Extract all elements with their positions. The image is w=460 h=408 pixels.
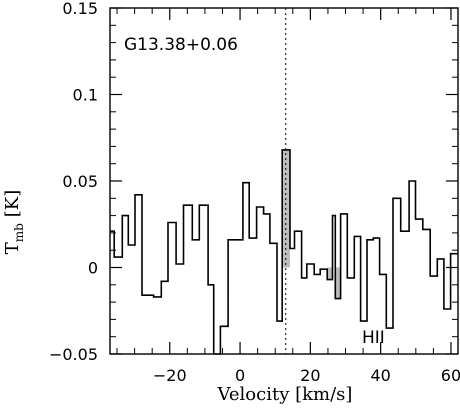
shaded-channel [335,267,341,299]
x-tick-label: 0 [235,366,245,385]
y-tick-label: 0.15 [62,0,98,18]
y-tick-label: 0 [88,259,98,278]
plot-frame [109,7,459,355]
source-name-label: G13.38+0.06 [124,35,238,55]
svg-text:Tmb[K]: Tmb [K] [2,190,26,255]
y-axis-title-main: T [2,242,23,254]
x-axis-title: Velocity [km/s] [217,384,353,405]
x-tick-label: −20 [153,366,187,385]
hii-annotation: HII [362,328,385,348]
x-tick-label: 40 [370,366,390,385]
y-axis-title-unit: [K] [2,190,23,218]
axis-ticks [110,7,458,355]
x-tick-label: 60 [441,366,460,385]
x-tick-label: 20 [300,366,320,385]
spectrum-line [110,149,458,355]
y-tick-label: 0.05 [62,172,98,191]
y-tick-label: 0.1 [73,86,98,105]
y-axis-title: Tmb [K] [2,190,26,255]
tick-labels: −20 0 20 40 60 −0.05 0 0.05 0.1 0.15 [49,0,460,385]
y-axis-title-sub: mb [12,223,26,242]
y-tick-label: −0.05 [49,345,98,364]
shaded-channel [327,267,333,280]
